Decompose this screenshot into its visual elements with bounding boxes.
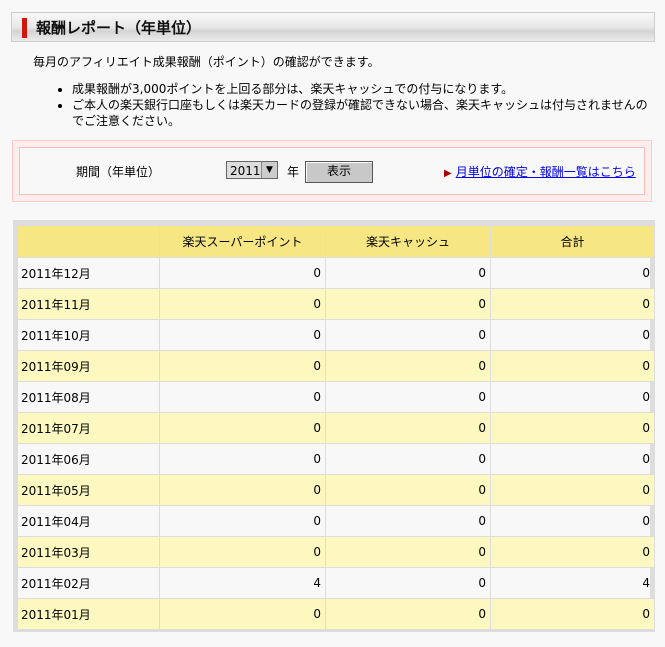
value-cell: 0 xyxy=(325,443,491,475)
table-row: 2011年05月 0 0 0 xyxy=(17,474,655,506)
value-cell: 0 xyxy=(159,412,326,444)
month-cell: 2011年10月 xyxy=(17,319,160,351)
month-cell: 2011年02月 xyxy=(17,567,160,599)
value-cell: 0 xyxy=(490,257,655,289)
value-cell: 0 xyxy=(490,412,655,444)
month-cell: 2011年06月 xyxy=(17,443,160,475)
value-cell: 0 xyxy=(490,505,655,537)
year-select[interactable]: 2011 ▼ xyxy=(226,161,278,179)
year-suffix: 年 xyxy=(287,165,300,179)
value-cell: 0 xyxy=(325,350,491,382)
table-row: 2011年10月 0 0 0 xyxy=(17,319,655,351)
table-row: 2011年04月 0 0 0 xyxy=(17,505,655,537)
column-header xyxy=(17,225,160,258)
value-cell: 0 xyxy=(159,443,326,475)
month-cell: 2011年08月 xyxy=(17,381,160,413)
title-bar: 報酬レポート（年単位） xyxy=(11,12,655,42)
month-cell: 2011年12月 xyxy=(17,257,160,289)
value-cell: 0 xyxy=(490,536,655,568)
value-cell: 0 xyxy=(490,474,655,506)
value-cell: 0 xyxy=(325,412,491,444)
value-cell: 0 xyxy=(325,319,491,351)
chevron-down-icon[interactable]: ▼ xyxy=(261,162,277,178)
value-cell: 0 xyxy=(159,474,326,506)
value-cell: 0 xyxy=(490,598,655,630)
column-header: 合計 xyxy=(490,225,655,258)
note-item: ご本人の楽天銀行口座もしくは楽天カードの登録が確認できない場合、楽天キャッシュは… xyxy=(72,97,657,129)
month-cell: 2011年01月 xyxy=(17,598,160,630)
title-accent-mark xyxy=(22,18,27,38)
value-cell: 0 xyxy=(490,443,655,475)
table-row: 2011年12月 0 0 0 xyxy=(17,257,655,289)
month-cell: 2011年07月 xyxy=(17,412,160,444)
value-cell: 0 xyxy=(325,381,491,413)
month-cell: 2011年09月 xyxy=(17,350,160,382)
table-row: 2011年06月 0 0 0 xyxy=(17,443,655,475)
value-cell: 0 xyxy=(325,474,491,506)
triangle-right-icon: ▶ xyxy=(444,168,452,179)
value-cell: 0 xyxy=(325,257,491,289)
value-cell: 0 xyxy=(490,381,655,413)
value-cell: 0 xyxy=(159,288,326,320)
table-row: 2011年08月 0 0 0 xyxy=(17,381,655,413)
month-cell: 2011年05月 xyxy=(17,474,160,506)
value-cell: 0 xyxy=(159,598,326,630)
note-item: 成果報酬が3,000ポイントを上回る部分は、楽天キャッシュでの付与になります。 xyxy=(72,81,657,97)
value-cell: 4 xyxy=(159,567,326,599)
month-cell: 2011年11月 xyxy=(17,288,160,320)
table-row: 2011年11月 0 0 0 xyxy=(17,288,655,320)
value-cell: 0 xyxy=(325,288,491,320)
page-title: 報酬レポート（年単位） xyxy=(36,19,202,37)
month-cell: 2011年04月 xyxy=(17,505,160,537)
column-header: 楽天スーパーポイント xyxy=(159,225,326,258)
value-cell: 0 xyxy=(159,536,326,568)
value-cell: 0 xyxy=(325,567,491,599)
column-header: 楽天キャッシュ xyxy=(325,225,491,258)
value-cell: 0 xyxy=(490,288,655,320)
value-cell: 0 xyxy=(490,319,655,351)
month-cell: 2011年03月 xyxy=(17,536,160,568)
show-button[interactable]: 表示 xyxy=(305,161,373,183)
value-cell: 0 xyxy=(325,598,491,630)
year-select-value: 2011 xyxy=(230,164,261,178)
value-cell: 0 xyxy=(159,381,326,413)
table-row: 2011年02月 4 0 4 xyxy=(17,567,655,599)
table-row: 2011年01月 0 0 0 xyxy=(17,598,655,630)
report-table: 楽天スーパーポイント 楽天キャッシュ 合計 2011年12月 0 0 0 2011年11月 0… xyxy=(17,225,655,630)
table-row: 2011年03月 0 0 0 xyxy=(17,536,655,568)
value-cell: 0 xyxy=(159,257,326,289)
value-cell: 0 xyxy=(159,319,326,351)
notes-list: 成果報酬が3,000ポイントを上回る部分は、楽天キャッシュでの付与になります。 … xyxy=(56,81,657,129)
value-cell: 0 xyxy=(325,536,491,568)
table-row: 2011年07月 0 0 0 xyxy=(17,412,655,444)
report-table-container: 楽天スーパーポイント 楽天キャッシュ 合計 2011年12月 0 0 0 2011年11月 0… xyxy=(13,220,655,632)
table-row: 2011年09月 0 0 0 xyxy=(17,350,655,382)
filter-panel: 期間（年単位） 2011 ▼ 年 表示 ▶ 月単位の確定・報酬一覧はこちら xyxy=(12,140,652,202)
value-cell: 4 xyxy=(490,567,655,599)
description: 毎月のアフィリエイト成果報酬（ポイント）の確認ができます。 xyxy=(33,55,380,69)
value-cell: 0 xyxy=(159,350,326,382)
period-label: 期間（年単位） xyxy=(76,165,161,179)
value-cell: 0 xyxy=(490,350,655,382)
value-cell: 0 xyxy=(159,505,326,537)
monthly-report-link[interactable]: 月単位の確定・報酬一覧はこちら xyxy=(455,165,636,179)
value-cell: 0 xyxy=(325,505,491,537)
